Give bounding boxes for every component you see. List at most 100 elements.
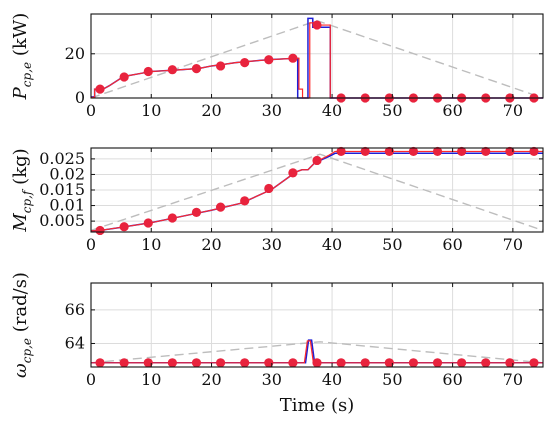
x-tick-label: 60 (442, 370, 462, 389)
data-point (191, 358, 202, 368)
x-tick-label: 0 (86, 370, 96, 389)
data-point (167, 213, 177, 223)
data-point (312, 358, 322, 368)
x-tick-label: 0 (86, 101, 96, 120)
x-tick-label: 0 (86, 235, 96, 254)
x-tick-label: 70 (503, 101, 523, 120)
y-axis-subscript: cp,f (20, 188, 34, 213)
data-point (457, 358, 467, 368)
x-tick-label: 30 (262, 370, 282, 389)
x-axis-label: Time (s) (280, 395, 355, 416)
panel-1: 0 10 20 30 40 50 60 70 0 20 Pcp,e (kW) (10, 13, 544, 120)
data-point (264, 55, 274, 65)
data-point (143, 358, 153, 368)
y-axis-unit: (rad/s) (10, 272, 31, 338)
data-point (119, 72, 129, 82)
data-point (215, 202, 226, 212)
data-point (336, 146, 346, 157)
y-axis-subscript: cp,e (20, 338, 34, 363)
data-point (505, 146, 515, 157)
data-point (95, 84, 105, 94)
x-tick-label: 10 (141, 101, 161, 120)
axes-box (90, 282, 544, 368)
y-axis-symbol: P (10, 86, 31, 100)
x-tick-label: 60 (442, 235, 462, 254)
x-tick-label: 20 (201, 370, 221, 389)
data-point (119, 222, 129, 232)
data-point (264, 358, 274, 368)
data-point (505, 358, 515, 368)
data-point (240, 358, 250, 368)
data-point (288, 358, 298, 368)
x-tick-label: 30 (262, 101, 282, 120)
y-tick-label: 0.015 (39, 180, 85, 199)
x-tick-label: 70 (503, 370, 523, 389)
x-tick-label: 20 (201, 235, 221, 254)
data-point (529, 358, 539, 368)
data-point (240, 58, 250, 68)
data-point (95, 225, 105, 236)
y-axis-unit: (kg) (10, 148, 31, 190)
data-point (481, 358, 491, 368)
y-axis-subscript: cp,e (20, 62, 34, 87)
x-tick-label: 50 (382, 101, 402, 120)
x-tick-label: 50 (382, 370, 402, 389)
data-point (312, 155, 322, 166)
series-line-dashed-gray (90, 341, 544, 364)
data-point (432, 358, 443, 368)
data-point (191, 64, 202, 74)
data-point (336, 358, 346, 368)
y-tick-label: 20 (65, 44, 85, 63)
y-axis-label: ωcp,e (rad/s) (10, 272, 34, 378)
data-point (481, 146, 491, 157)
data-point (95, 358, 105, 368)
data-point (264, 183, 274, 194)
data-point (215, 61, 226, 71)
data-point (360, 146, 370, 157)
y-tick-label: 64 (65, 333, 85, 352)
y-tick-label: 0.025 (39, 149, 85, 168)
x-tick-label: 30 (262, 235, 282, 254)
data-point (167, 358, 177, 368)
data-point (288, 168, 298, 178)
data-point (408, 146, 419, 157)
x-tick-label: 60 (442, 101, 462, 120)
x-tick-label: 50 (382, 235, 402, 254)
x-tick-label: 20 (201, 101, 221, 120)
data-point (312, 20, 322, 30)
data-point (240, 196, 250, 206)
data-point (360, 358, 370, 368)
y-tick-label: 0.02 (49, 164, 85, 183)
y-axis-label: Pcp,e (kW) (10, 13, 34, 101)
y-tick-label: 0.005 (39, 211, 85, 230)
data-point (167, 65, 177, 75)
x-tick-label: 40 (322, 235, 342, 254)
data-point (432, 146, 443, 157)
axes-box (90, 13, 544, 99)
panel-3: 0 10 20 30 40 50 60 70 64 66 ωcp,e (rad/s) Time (s) (10, 272, 544, 416)
data-point (215, 358, 226, 368)
y-tick-label: 66 (65, 300, 85, 319)
data-point (143, 218, 153, 228)
data-point (529, 146, 539, 157)
y-axis-label: Mcp,f (kg) (10, 148, 34, 232)
x-tick-label: 40 (322, 370, 342, 389)
data-point (384, 146, 394, 157)
y-axis-symbol: M (10, 213, 31, 233)
y-axis-unit: (kW) (10, 13, 31, 62)
y-tick-label: 0 (75, 88, 85, 107)
x-tick-label: 70 (503, 235, 523, 254)
data-point (288, 53, 298, 63)
series-line-dashed-gray (90, 153, 544, 232)
data-point (408, 358, 419, 368)
data-point (384, 358, 394, 368)
data-point (143, 66, 153, 77)
y-tick-label: 0.01 (49, 196, 85, 215)
data-point (119, 358, 129, 368)
x-tick-label: 10 (141, 235, 161, 254)
y-axis-symbol: ω (10, 363, 31, 378)
data-point (457, 146, 467, 157)
x-tick-label: 40 (322, 101, 342, 120)
